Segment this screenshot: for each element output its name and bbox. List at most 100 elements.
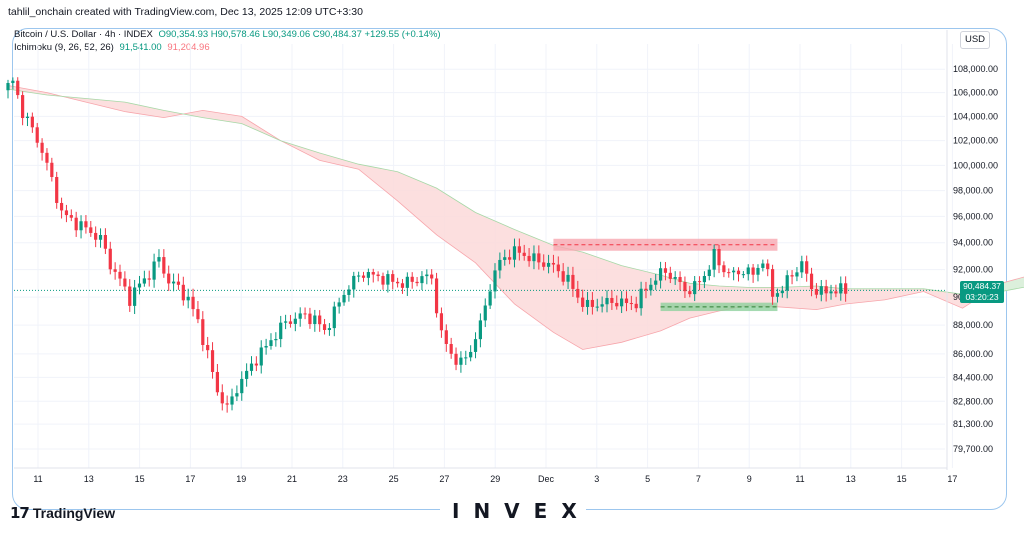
- candle-body: [493, 270, 497, 292]
- candle-body: [556, 264, 560, 272]
- ichimoku-legend: Ichimoku (9, 26, 52, 26) 91,541.00 91,20…: [14, 42, 213, 53]
- candle-body: [634, 303, 638, 309]
- candle-body: [69, 215, 73, 218]
- candle-body: [770, 269, 775, 297]
- candle-body: [283, 321, 288, 323]
- candle-body: [629, 303, 633, 305]
- candle-body: [809, 273, 814, 290]
- candle-body: [59, 202, 64, 211]
- time-axis-label: 17: [185, 474, 195, 484]
- candle-body: [128, 286, 132, 306]
- candle-body: [230, 396, 234, 405]
- time-axis-label: 15: [897, 474, 907, 484]
- candle-body: [649, 284, 653, 291]
- candle-body: [103, 235, 107, 249]
- candle-body: [693, 281, 697, 295]
- candle-body: [658, 268, 663, 281]
- price-axis-label: 92,000.00: [953, 265, 993, 275]
- price-axis-label: 79,700.00: [953, 444, 993, 454]
- candle-body: [844, 283, 848, 294]
- candle-body: [206, 344, 210, 351]
- candle-body: [245, 370, 249, 379]
- candle-body: [16, 80, 20, 96]
- candle-body: [235, 393, 239, 397]
- candle-body: [322, 324, 327, 331]
- time-axis-label: 9: [747, 474, 752, 484]
- candle-body: [157, 257, 161, 262]
- candle-body: [410, 276, 414, 282]
- currency-button[interactable]: USD: [960, 31, 990, 49]
- candle-body: [712, 249, 716, 270]
- candle-body: [741, 274, 745, 276]
- candle-body: [688, 291, 692, 295]
- candle-body: [571, 274, 575, 289]
- ichimoku-cloud: [8, 85, 1024, 350]
- candle-body: [347, 289, 351, 295]
- candle-body: [152, 261, 156, 280]
- candle-body: [678, 277, 682, 283]
- candle-body: [756, 267, 760, 275]
- candle-body: [824, 286, 828, 294]
- candle-body: [542, 262, 546, 267]
- time-axis-label: 13: [846, 474, 856, 484]
- candle-body: [279, 322, 283, 340]
- candle-body: [303, 313, 307, 315]
- candle-body: [761, 263, 765, 268]
- symbol-legend: Bitcoin / U.S. Dollar · 4h · INDEX O90,3…: [14, 29, 444, 40]
- candle-body: [133, 287, 137, 306]
- tradingview-logo[interactable]: 17 TradingView: [10, 504, 115, 522]
- time-axis-label: 11: [33, 474, 42, 484]
- time-axis-label: Dec: [538, 474, 555, 484]
- candle-body: [727, 272, 731, 274]
- candle-body: [327, 328, 332, 331]
- candle-body: [600, 304, 604, 307]
- candle-body: [532, 253, 536, 262]
- candle-body: [449, 343, 453, 354]
- candle-body: [839, 283, 843, 294]
- candle-body: [25, 116, 30, 119]
- candle-body: [654, 280, 658, 285]
- candle-body: [332, 306, 336, 329]
- candle-body: [717, 249, 721, 266]
- candle-body: [196, 309, 200, 320]
- candle-body: [308, 313, 312, 325]
- candle-body: [108, 248, 112, 270]
- candle-body: [469, 351, 473, 358]
- watermark-text: INVEX: [452, 499, 591, 523]
- time-axis-label: 11: [795, 474, 804, 484]
- bar-countdown: 03:20:23: [965, 292, 999, 302]
- candle-body: [425, 274, 429, 277]
- candle-body: [527, 255, 531, 262]
- candle-body: [94, 232, 98, 240]
- candle-body: [21, 95, 25, 119]
- candle-body: [430, 274, 434, 279]
- candle-body: [84, 221, 88, 228]
- candle-body: [736, 270, 741, 275]
- candle-body: [142, 278, 146, 284]
- candle-body: [89, 227, 93, 233]
- candle-body: [751, 267, 755, 275]
- candle-body: [181, 284, 185, 301]
- price-axis-label: 102,000.00: [953, 136, 998, 146]
- ichimoku-span-b-value: 91,204.96: [167, 42, 210, 53]
- candle-body: [391, 274, 395, 282]
- candle-body: [581, 297, 585, 307]
- candle-body: [459, 357, 463, 365]
- candle-body: [405, 276, 409, 288]
- candle-body: [171, 281, 176, 284]
- candle-body: [814, 289, 819, 295]
- candle-body: [790, 275, 794, 277]
- candle-body: [551, 262, 556, 265]
- candle-body: [707, 269, 711, 277]
- time-axis-label: 3: [594, 474, 599, 484]
- candle-body: [483, 305, 487, 321]
- candle-body: [337, 302, 341, 307]
- candle-body: [775, 293, 780, 297]
- time-axis-label: 27: [439, 474, 449, 484]
- candle-body: [488, 291, 492, 306]
- candle-body: [167, 273, 171, 284]
- candle-body: [381, 276, 385, 285]
- time-axis-label: 15: [135, 474, 145, 484]
- ichimoku-span-b: [7, 88, 1024, 295]
